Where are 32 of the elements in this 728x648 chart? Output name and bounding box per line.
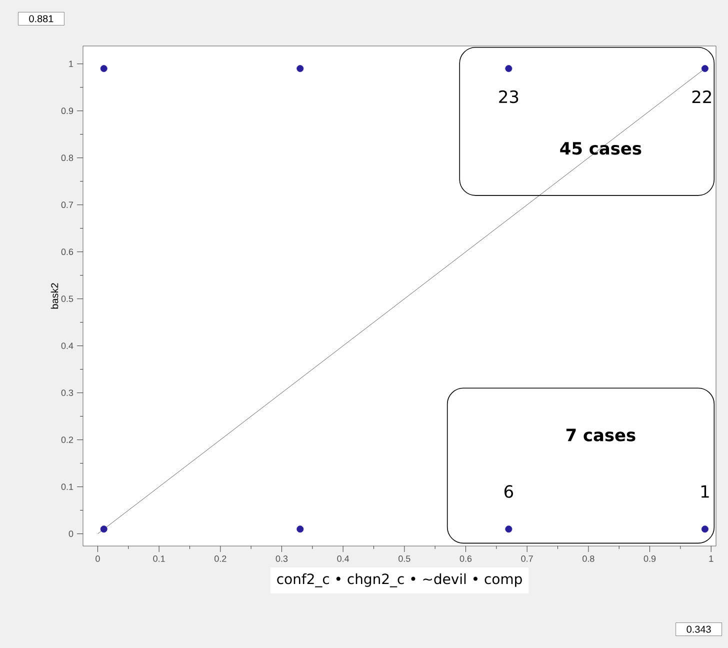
y-tick-label: 0.9: [61, 108, 74, 114]
x-tick-label: 0.2: [214, 556, 226, 562]
x-tick-label: 0.5: [398, 556, 410, 562]
annotation: 1: [701, 485, 709, 498]
annotation: 23: [499, 90, 518, 104]
text: 0.881: [29, 15, 54, 22]
y-tick-label: 0.4: [61, 342, 74, 349]
x-tick-label: 0.6: [460, 556, 472, 562]
annotation: 6: [504, 485, 513, 498]
x-tick-label: 0.1: [153, 556, 165, 562]
y-tick-label: 0.6: [61, 248, 74, 256]
x-tick-label: 0.7: [521, 556, 533, 562]
annotation: 7 cases: [566, 428, 636, 442]
annotation: 22: [692, 90, 711, 104]
y-tick-label: 1: [69, 60, 74, 67]
y-tick-label: 0.5: [61, 296, 74, 302]
x-tick-label: 0: [96, 556, 100, 562]
y-tick-label: 0.7: [61, 202, 74, 208]
y-tick-label: 0.8: [61, 154, 74, 162]
x-tick-label: 0.4: [337, 556, 350, 562]
y-tick-label: 0.1: [61, 484, 74, 490]
x-tick-label: 1: [709, 556, 714, 562]
x-axis-title: conf2_c • chgn2_c • ~devil • comp: [277, 573, 522, 588]
y-tick-label: 0.3: [61, 390, 74, 396]
x-tick-label: 0.3: [276, 556, 288, 562]
y-tick-label: 0: [68, 530, 74, 537]
x-tick-label: 0.9: [644, 556, 656, 562]
y-axis-title: bask2: [50, 283, 58, 309]
annotation: 45 cases: [560, 142, 642, 155]
y-tick-label: 0.2: [61, 436, 74, 443]
x-tick-label: 0.8: [582, 556, 594, 562]
text: 0.343: [686, 626, 711, 633]
